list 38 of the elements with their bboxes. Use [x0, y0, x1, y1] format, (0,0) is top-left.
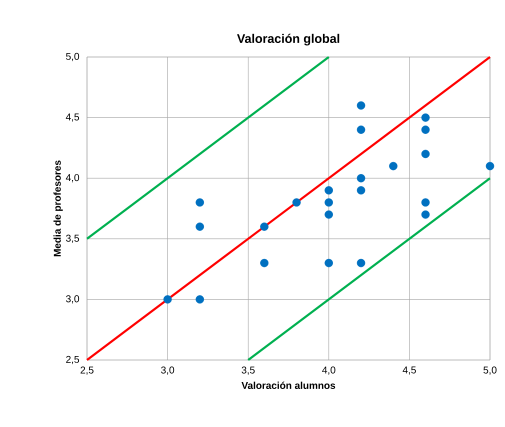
chart-title: Valoración global	[237, 34, 340, 46]
point	[356, 126, 366, 134]
point	[163, 295, 172, 304]
point	[196, 222, 204, 231]
y-tick-label: 5,0	[66, 52, 80, 62]
x-tick-label: 3,0	[161, 366, 174, 375]
point	[196, 295, 204, 304]
point	[389, 162, 398, 170]
x-tick-label: 3,5	[242, 366, 255, 375]
point	[292, 198, 301, 207]
point	[324, 198, 333, 207]
y-tick-label: 4,5	[66, 114, 80, 122]
point	[260, 258, 269, 268]
point	[421, 150, 430, 158]
point	[421, 113, 430, 122]
x-tick-label: 4,0	[322, 366, 336, 375]
x-tick-label: 4,5	[402, 366, 416, 375]
point	[421, 126, 430, 134]
point	[486, 162, 494, 170]
y-tick-label: 2,5	[66, 356, 80, 364]
x-tick-label: 5,0	[483, 366, 497, 375]
point	[196, 198, 204, 207]
x-axis-title: Valoración alumnos	[242, 382, 336, 389]
point	[421, 210, 430, 219]
y-tick-label: 4,0	[66, 174, 80, 182]
y-axis-title: Media de profesores	[54, 160, 63, 256]
point	[356, 174, 366, 182]
y-tick-label: 3,0	[66, 295, 80, 304]
point	[324, 186, 333, 195]
point	[421, 198, 430, 207]
point	[356, 258, 366, 268]
point	[324, 210, 333, 219]
point	[356, 186, 366, 195]
point	[356, 101, 366, 110]
x-tick-label: 2,5	[80, 366, 94, 375]
y-tick-label: 3,5	[66, 234, 80, 243]
point	[260, 222, 269, 231]
point	[324, 258, 333, 268]
